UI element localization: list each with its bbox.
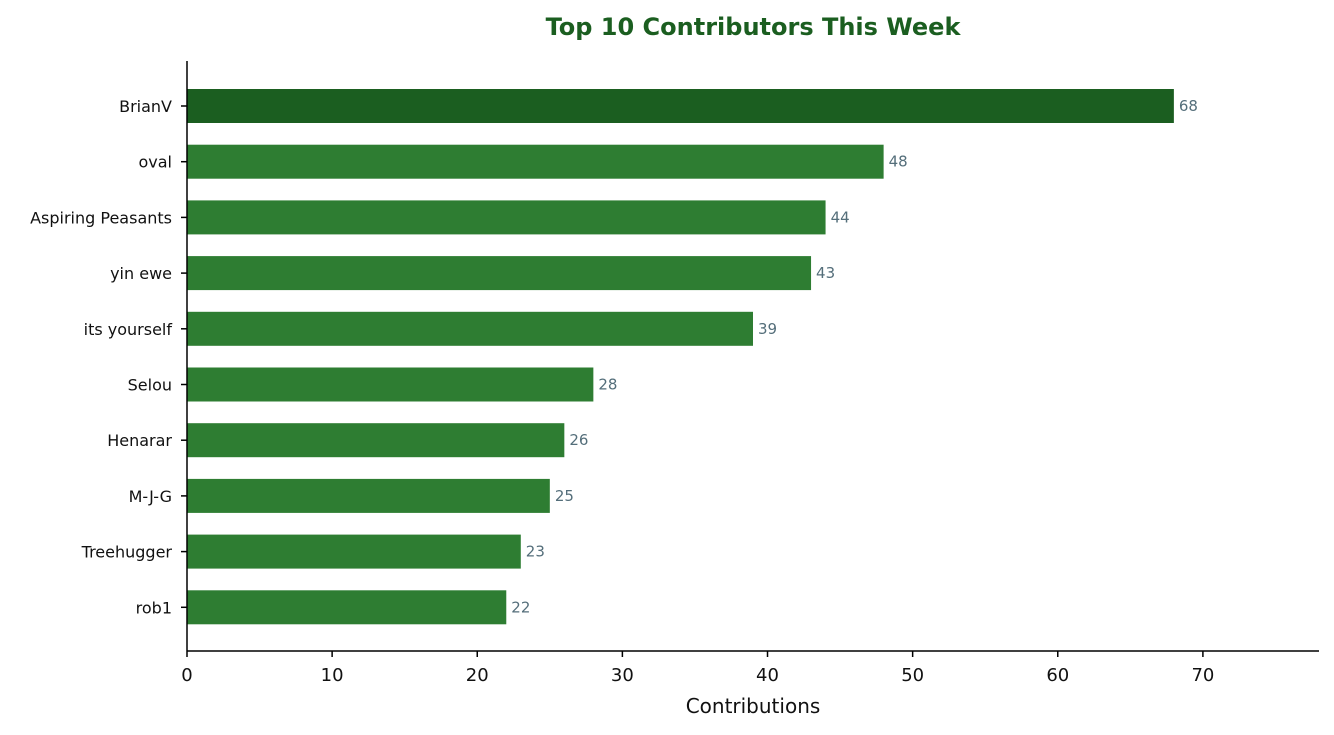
bar-1 [187, 144, 884, 179]
bar-0 [187, 89, 1174, 123]
category-label: BrianV [119, 97, 172, 116]
value-label: 23 [526, 543, 545, 561]
bar-3 [187, 256, 812, 291]
category-label: Aspiring Peasants [30, 208, 172, 227]
x-tick-label: 60 [1046, 665, 1069, 686]
value-labels: 68 48 44 43 39 28 26 25 23 22 [511, 97, 1198, 616]
category-labels: BrianV oval Aspiring Peasants yin ewe its yo… [30, 97, 187, 617]
category-label: its yourself [84, 320, 173, 339]
x-tick-label: 10 [321, 665, 344, 686]
value-label: 22 [511, 598, 530, 616]
value-label: 26 [569, 431, 588, 449]
bar-5 [187, 367, 594, 402]
x-tick-label: 20 [466, 665, 489, 686]
category-label: Treehugger [81, 543, 173, 562]
category-label: rob1 [136, 598, 172, 617]
bar-2 [187, 200, 826, 235]
category-label: M-J-G [129, 487, 172, 506]
value-label: 68 [1179, 97, 1198, 115]
bar-9 [187, 590, 507, 625]
bar-6 [187, 423, 565, 458]
category-label: oval [138, 153, 172, 172]
x-axis-title: Contributions [686, 694, 821, 718]
value-label: 48 [889, 153, 908, 171]
x-tick-label: 50 [901, 665, 924, 686]
x-axis-ticks: 0 10 20 30 40 50 60 70 [181, 651, 1214, 686]
category-label: Selou [128, 376, 172, 395]
value-label: 25 [555, 487, 574, 505]
category-label: yin ewe [110, 264, 172, 283]
value-label: 44 [831, 208, 850, 226]
x-tick-label: 30 [611, 665, 634, 686]
bar-8 [187, 534, 521, 569]
x-tick-label: 0 [181, 665, 192, 686]
bars-group [187, 89, 1174, 625]
value-label: 43 [816, 264, 835, 282]
bar-4 [187, 311, 753, 346]
bar-7 [187, 478, 550, 513]
x-tick-label: 40 [756, 665, 779, 686]
x-tick-label: 70 [1191, 665, 1214, 686]
chart-title: Top 10 Contributors This Week [546, 13, 962, 41]
value-label: 39 [758, 320, 777, 338]
value-label: 28 [598, 376, 617, 394]
category-label: Henarar [107, 431, 172, 450]
